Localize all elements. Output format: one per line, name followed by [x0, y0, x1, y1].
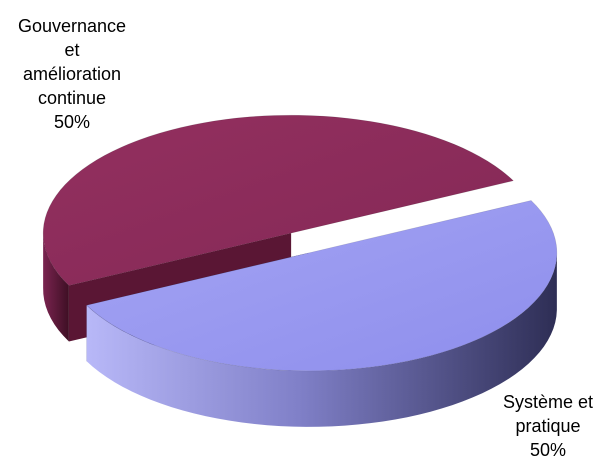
slice-label-gouvernance-line-1: Gouvernance — [17, 16, 127, 36]
pie-slice-systeme — [86, 200, 557, 427]
slice-label-systeme-line-2: pratique — [515, 416, 581, 436]
slice-label-gouvernance-line-2: et — [64, 40, 80, 60]
pie-slice-systeme-side — [86, 254, 557, 427]
slice-value-systeme: 50% — [529, 440, 567, 460]
slice-label-systeme: Système et pratique 50% — [492, 390, 604, 462]
slice-label-gouvernance-line-4: continue — [37, 88, 107, 108]
slice-label-systeme-line-1: Système et — [502, 392, 594, 412]
slice-label-gouvernance: Gouvernance et amélioration continue 50% — [2, 14, 142, 134]
slice-label-gouvernance-line-3: amélioration — [22, 64, 122, 84]
slice-value-gouvernance: 50% — [53, 112, 91, 132]
pie-slice-gouvernance-top — [43, 115, 514, 286]
pie-slice-systeme-top — [86, 200, 557, 371]
pie-slice-gouvernance-side — [43, 231, 69, 342]
